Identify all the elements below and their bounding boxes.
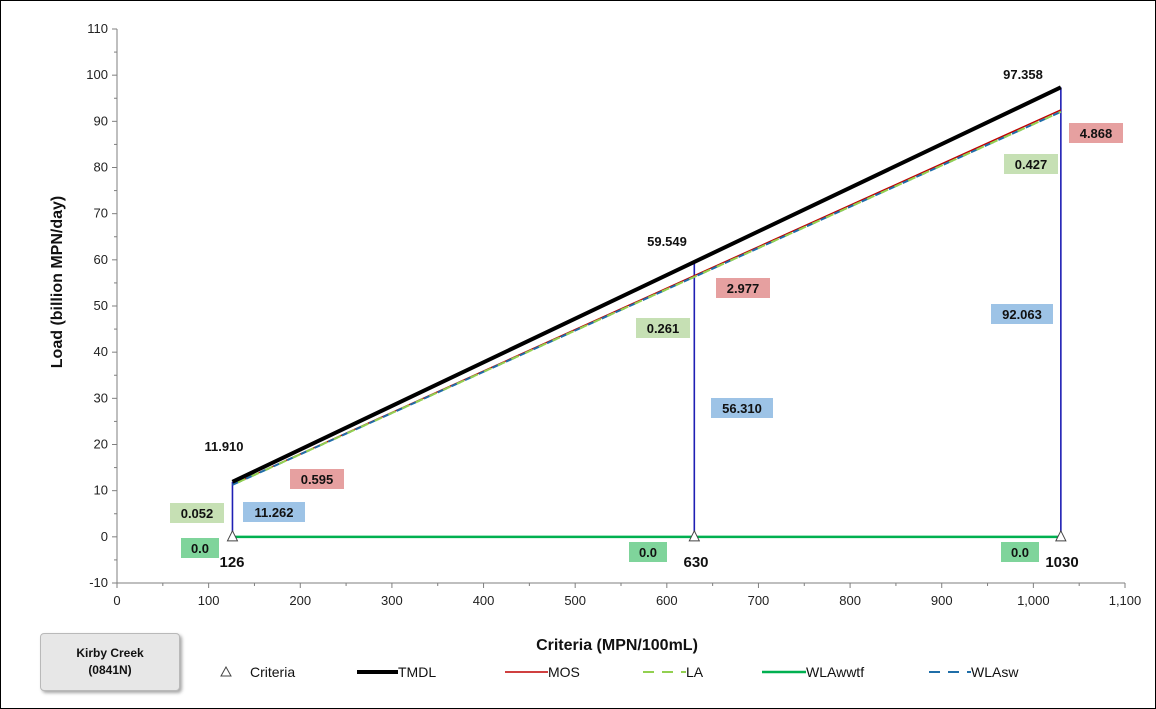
legend-wlasw-label: WLAsw (971, 664, 1019, 680)
x-tick-label: 200 (289, 593, 311, 608)
wlasw-value-label-text: 56.310 (722, 401, 762, 416)
legend-la-label: LA (686, 664, 704, 680)
x-axis-title: Criteria (MPN/100mL) (536, 637, 698, 654)
x-tick-label: 400 (473, 593, 495, 608)
x-tick-label: 1,100 (1109, 593, 1142, 608)
criteria-point (226, 529, 239, 542)
wlawwtf-value-label: 0.0 (629, 542, 667, 562)
y-tick-label: 30 (94, 390, 108, 405)
legend (220, 665, 971, 677)
criteria-point (1055, 529, 1067, 542)
criteria-value-label: 1030 (1045, 554, 1078, 571)
legend-tmdl-label: TMDL (398, 664, 436, 680)
mos-value-label-bg (1069, 123, 1123, 143)
la-value-label: 0.427 (1004, 154, 1058, 174)
legend-criteria-label: Criteria (250, 664, 295, 680)
site-code: (0841N) (88, 663, 132, 677)
tmdl-value-label: 11.910 (204, 439, 243, 454)
wlasw-value-label: 11.262 (243, 502, 305, 522)
y-tick-label: 70 (94, 206, 108, 221)
x-tick-label: 100 (198, 593, 220, 608)
mos-value-label-text: 0.595 (301, 472, 334, 487)
mos-value-label-bg (290, 469, 344, 489)
tmdl-value-label: 59.549 (647, 234, 687, 249)
wlawwtf-value-label-bg (181, 538, 219, 558)
wlawwtf-value-label: 0.0 (181, 538, 219, 558)
mos-value-label-bg (716, 278, 770, 298)
wlawwtf-value-label-text: 0.0 (639, 545, 657, 560)
wlasw-value-label: 56.310 (711, 398, 773, 418)
legend-mos-label: MOS (548, 664, 580, 680)
la-value-label-text: 0.261 (647, 321, 680, 336)
y-tick-label: 50 (94, 298, 108, 313)
y-tick-label: 20 (94, 437, 108, 452)
x-tick-label: 600 (656, 593, 678, 608)
chart-marks (226, 85, 1067, 542)
x-tick-label: 800 (839, 593, 861, 608)
wlawwtf-value-label: 0.0 (1001, 542, 1039, 562)
wlawwtf-value-label-text: 0.0 (1011, 545, 1029, 560)
criteria-point (688, 529, 701, 542)
series-tmdl-line (231, 85, 1062, 484)
mos-value-label: 2.977 (716, 278, 770, 298)
series-la-line (232, 110, 1062, 486)
mos-value-label: 0.595 (290, 469, 344, 489)
wlasw-value-label: 92.063 (991, 304, 1053, 324)
x-tick-label: 500 (564, 593, 586, 608)
y-axis-title: Load (billion MPN/day) (49, 196, 66, 368)
y-tick-label: -10 (89, 575, 108, 590)
wlasw-value-label-text: 11.262 (254, 505, 293, 520)
wlawwtf-value-label-text: 0.0 (191, 541, 209, 556)
x-tick-label: 300 (381, 593, 403, 608)
value-labels: 11.910 0.595 0.052 11.262 0.0 126 59.549 2.977 0… (170, 67, 1123, 680)
y-tick-label: 80 (94, 160, 108, 175)
mos-value-label-text: 2.977 (727, 281, 760, 296)
axes: -10 0 10 20 30 40 50 60 70 80 90 100 110 0 100 200 300 40… (86, 21, 1141, 608)
criteria-value-label: 126 (219, 554, 244, 571)
la-value-label-bg (636, 318, 690, 338)
wlawwtf-value-label-bg (1001, 542, 1039, 562)
wlasw-value-label-text: 92.063 (1002, 307, 1042, 322)
la-value-label-bg (1004, 154, 1058, 174)
wlasw-value-label-bg (991, 304, 1053, 324)
mos-value-label: 4.868 (1069, 123, 1123, 143)
site-name: Kirby Creek (76, 646, 144, 660)
y-tick-label: 90 (94, 113, 108, 128)
site-label-box: Kirby Creek (0841N) (40, 633, 180, 691)
y-tick-label: 100 (86, 67, 108, 82)
criteria-value-label: 630 (683, 554, 708, 571)
y-tick-label: 110 (87, 21, 108, 36)
la-value-label-text: 0.052 (181, 506, 214, 521)
x-tick-label: 700 (748, 593, 770, 608)
wlasw-value-label-bg (243, 502, 305, 522)
la-value-label: 0.052 (170, 503, 224, 523)
la-value-label-text: 0.427 (1015, 157, 1048, 172)
la-value-label: 0.261 (636, 318, 690, 338)
y-tick-label: 60 (94, 252, 108, 267)
mos-value-label-text: 4.868 (1080, 126, 1113, 141)
y-tick-label: 0 (101, 529, 108, 544)
wlasw-value-label-bg (711, 398, 773, 418)
x-tick-label: 900 (931, 593, 953, 608)
x-tick-label: 1,000 (1017, 593, 1050, 608)
x-tick-label: 0 (113, 593, 120, 608)
y-tick-label: 40 (94, 344, 108, 359)
legend-criteria-symbol (220, 665, 232, 677)
legend-wlawwtf-label: WLAwwtf (806, 664, 864, 680)
wlawwtf-value-label-bg (629, 542, 667, 562)
tmdl-value-label: 97.358 (1003, 67, 1043, 82)
la-value-label-bg (170, 503, 224, 523)
y-tick-label: 10 (94, 483, 108, 498)
